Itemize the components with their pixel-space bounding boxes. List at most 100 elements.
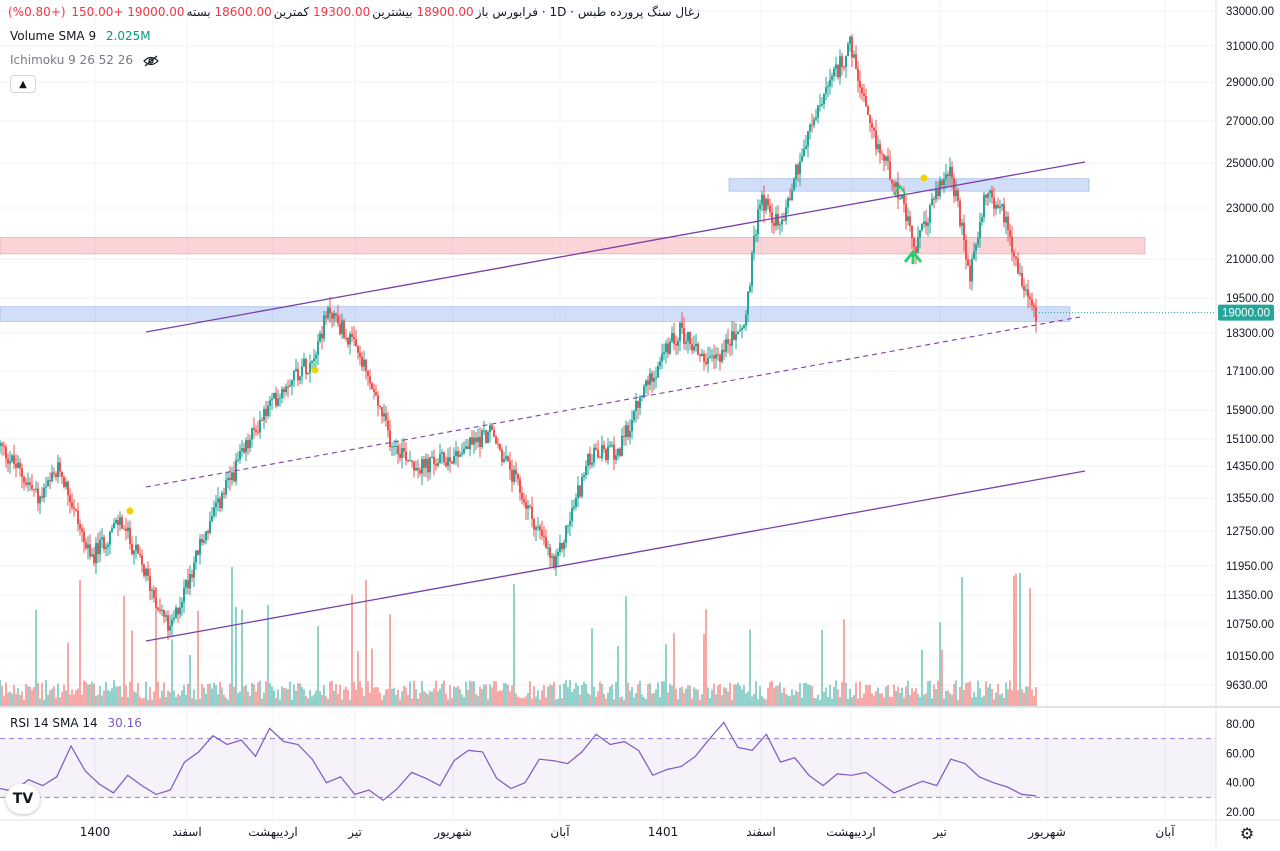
candle-body bbox=[871, 123, 873, 128]
volume-bar bbox=[925, 693, 927, 706]
candle-body bbox=[415, 468, 417, 471]
candle-body bbox=[83, 531, 85, 543]
volume-bar bbox=[649, 683, 651, 706]
candle-body bbox=[29, 482, 31, 485]
candle-body bbox=[763, 194, 765, 211]
candle-body bbox=[13, 455, 15, 464]
volume-bar bbox=[821, 629, 823, 706]
volume-bar bbox=[229, 683, 231, 706]
volume-bar bbox=[535, 696, 537, 706]
volume-bar bbox=[755, 681, 757, 706]
candle-body bbox=[703, 353, 705, 362]
candle-body bbox=[453, 455, 455, 464]
volume-bar bbox=[667, 692, 669, 706]
candle-body bbox=[975, 244, 977, 252]
volume-bar bbox=[933, 684, 935, 706]
volume-bar bbox=[489, 684, 491, 706]
volume-bar bbox=[763, 698, 765, 706]
candle-body bbox=[303, 358, 305, 367]
volume-bar bbox=[181, 690, 183, 706]
volume-bar bbox=[669, 683, 671, 706]
volume-bar bbox=[383, 695, 385, 706]
price-tick-label: 11350.00 bbox=[1226, 590, 1273, 602]
volume-bar bbox=[9, 691, 11, 706]
volume-legend[interactable]: Volume SMA 9 2.025M bbox=[10, 29, 151, 43]
volume-bar bbox=[119, 685, 121, 706]
candle-body bbox=[121, 517, 123, 529]
candle-body bbox=[155, 597, 157, 608]
volume-bar bbox=[915, 688, 917, 706]
candle-body bbox=[609, 445, 611, 447]
candle-body bbox=[279, 397, 281, 399]
candle-body bbox=[259, 419, 261, 433]
volume-bar bbox=[227, 699, 229, 706]
rsi-legend[interactable]: RSI 14 SMA 14 30.16 bbox=[10, 716, 142, 730]
candle-body bbox=[643, 386, 645, 396]
volume-bar bbox=[371, 648, 373, 706]
volume-bar bbox=[717, 685, 719, 706]
candle-body bbox=[491, 425, 493, 431]
volume-bar bbox=[647, 684, 649, 706]
volume-bar bbox=[143, 697, 145, 706]
candle-body bbox=[737, 331, 739, 335]
volume-bar bbox=[1003, 697, 1005, 706]
volume-bar bbox=[891, 696, 893, 706]
volume-bar bbox=[325, 696, 327, 706]
volume-bar bbox=[509, 691, 511, 706]
ichimoku-legend[interactable]: Ichimoku 9 26 52 26 bbox=[10, 53, 159, 67]
signal-dot bbox=[920, 174, 928, 182]
volume-bar bbox=[149, 686, 151, 706]
volume-bar bbox=[735, 684, 737, 706]
candle-body bbox=[853, 54, 855, 58]
candle-body bbox=[349, 333, 351, 345]
collapse-legend-button[interactable]: ▲ bbox=[10, 75, 36, 93]
candle-body bbox=[101, 537, 103, 540]
candle-body bbox=[533, 518, 535, 530]
volume-bar bbox=[303, 689, 305, 706]
candle-body bbox=[755, 234, 757, 236]
candle-body bbox=[403, 447, 405, 452]
candle-body bbox=[935, 189, 937, 200]
candle-body bbox=[227, 477, 229, 481]
volume-bar bbox=[787, 695, 789, 706]
price-tick-label: 14350.00 bbox=[1226, 461, 1274, 473]
candle-body bbox=[789, 198, 791, 200]
volume-bar bbox=[259, 680, 261, 706]
volume-bar bbox=[899, 692, 901, 706]
volume-bar bbox=[1007, 689, 1009, 706]
symbol-name[interactable]: زغال سنگ پرورده طبس bbox=[577, 5, 700, 19]
candle-body bbox=[0, 443, 1, 447]
volume-bar bbox=[479, 686, 481, 706]
volume-bar bbox=[305, 695, 307, 706]
candle-body bbox=[819, 105, 821, 107]
candle-body bbox=[891, 179, 893, 184]
volume-bar bbox=[729, 682, 731, 706]
candle-body bbox=[495, 436, 497, 444]
volume-bar bbox=[407, 695, 409, 706]
volume-bar bbox=[855, 682, 857, 706]
volume-bar bbox=[631, 686, 633, 706]
volume-bar bbox=[159, 698, 161, 706]
volume-bar bbox=[1025, 686, 1027, 706]
volume-bar bbox=[677, 699, 679, 706]
trend-drawings[interactable] bbox=[126, 161, 1217, 642]
tradingview-logo-icon[interactable]: TV bbox=[6, 784, 40, 814]
blue-zone-lower bbox=[0, 306, 1071, 322]
candle-body bbox=[729, 343, 731, 346]
eye-hidden-icon[interactable] bbox=[142, 55, 159, 67]
candle-body bbox=[735, 334, 737, 340]
volume-bar bbox=[741, 689, 743, 706]
volume-bar bbox=[753, 694, 755, 706]
volume-bar bbox=[533, 686, 535, 706]
gear-icon[interactable]: ⚙ bbox=[1239, 824, 1255, 843]
candle-body bbox=[721, 349, 723, 362]
volume-bar bbox=[217, 694, 219, 706]
candle-body bbox=[987, 193, 989, 198]
volume-bar bbox=[27, 686, 29, 706]
volume-bar bbox=[853, 695, 855, 706]
time-tick-label: اسفند bbox=[172, 825, 201, 839]
interval-label[interactable]: 1D bbox=[549, 5, 567, 19]
candle-body bbox=[241, 448, 243, 452]
